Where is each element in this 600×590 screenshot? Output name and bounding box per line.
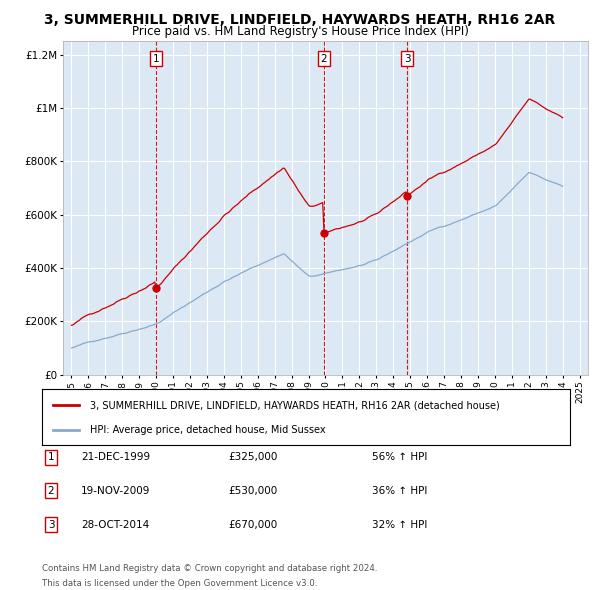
Text: Price paid vs. HM Land Registry's House Price Index (HPI): Price paid vs. HM Land Registry's House … — [131, 25, 469, 38]
Text: 19-NOV-2009: 19-NOV-2009 — [81, 486, 151, 496]
Text: £530,000: £530,000 — [228, 486, 277, 496]
Text: 2: 2 — [47, 486, 55, 496]
Text: HPI: Average price, detached house, Mid Sussex: HPI: Average price, detached house, Mid … — [89, 425, 325, 435]
Text: 3, SUMMERHILL DRIVE, LINDFIELD, HAYWARDS HEATH, RH16 2AR: 3, SUMMERHILL DRIVE, LINDFIELD, HAYWARDS… — [44, 13, 556, 27]
Text: £670,000: £670,000 — [228, 520, 277, 529]
Text: 32% ↑ HPI: 32% ↑ HPI — [372, 520, 427, 529]
Text: 2: 2 — [320, 54, 327, 64]
Text: 3, SUMMERHILL DRIVE, LINDFIELD, HAYWARDS HEATH, RH16 2AR (detached house): 3, SUMMERHILL DRIVE, LINDFIELD, HAYWARDS… — [89, 400, 499, 410]
Text: This data is licensed under the Open Government Licence v3.0.: This data is licensed under the Open Gov… — [42, 579, 317, 588]
Text: 1: 1 — [152, 54, 159, 64]
Text: 3: 3 — [47, 520, 55, 529]
Text: 28-OCT-2014: 28-OCT-2014 — [81, 520, 149, 529]
Text: 1: 1 — [47, 453, 55, 462]
Text: 56% ↑ HPI: 56% ↑ HPI — [372, 453, 427, 462]
Text: 36% ↑ HPI: 36% ↑ HPI — [372, 486, 427, 496]
Text: Contains HM Land Registry data © Crown copyright and database right 2024.: Contains HM Land Registry data © Crown c… — [42, 564, 377, 573]
Text: £325,000: £325,000 — [228, 453, 277, 462]
Text: 21-DEC-1999: 21-DEC-1999 — [81, 453, 150, 462]
Text: 3: 3 — [404, 54, 410, 64]
